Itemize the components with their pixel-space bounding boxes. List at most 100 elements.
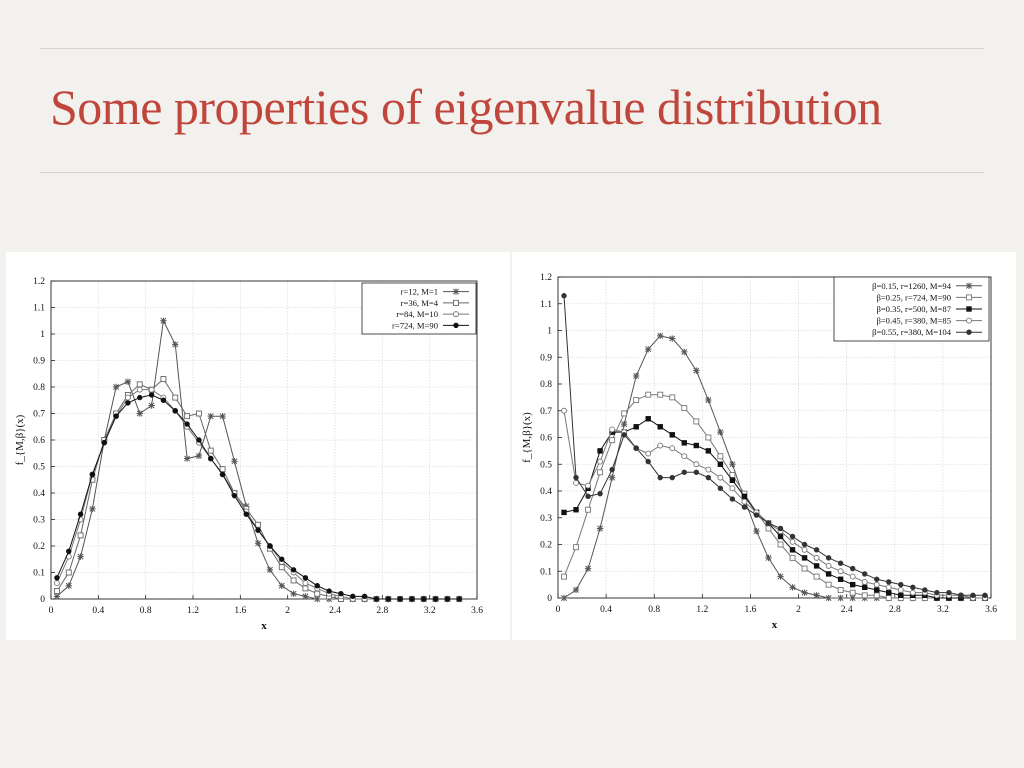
data-point	[837, 576, 844, 582]
data-point	[777, 541, 784, 548]
data-point	[338, 591, 344, 597]
x-tick-label: 3.6	[985, 605, 997, 615]
data-point	[729, 496, 736, 502]
data-point	[801, 541, 808, 548]
data-point	[290, 577, 297, 584]
x-tick-label: 1.2	[187, 606, 199, 616]
series-0	[560, 332, 989, 602]
data-point	[789, 547, 796, 553]
data-point	[669, 394, 676, 401]
legend-label: r=724, M=90	[392, 320, 438, 330]
data-point	[801, 565, 808, 572]
y-tick-label: 1.2	[33, 277, 45, 287]
data-point	[573, 544, 579, 551]
data-point	[219, 412, 226, 420]
legend-marker	[965, 282, 973, 289]
data-point	[825, 594, 832, 602]
x-tick-label: 2.4	[329, 606, 341, 616]
y-tick-label: 0.7	[33, 410, 45, 420]
data-point	[207, 412, 214, 420]
data-point	[255, 527, 261, 533]
y-tick-label: 0.6	[540, 434, 552, 444]
data-point	[421, 596, 427, 602]
x-tick-label: 2.8	[889, 605, 901, 615]
right-chart-panel: 0 0.4 0.8 1.2 1.6 2 2.4 2.8 3.2 3.6 0 0.1 0.2 0.3 0.4 0…	[512, 252, 1016, 640]
data-point	[561, 407, 567, 414]
data-point	[560, 594, 568, 602]
legend-marker	[453, 311, 459, 318]
data-point	[741, 493, 748, 500]
data-point	[898, 592, 904, 599]
data-point	[645, 450, 652, 457]
data-point	[717, 474, 724, 481]
data-point	[148, 392, 155, 398]
series-line	[563, 335, 985, 599]
data-point	[825, 581, 832, 588]
data-point	[633, 424, 639, 430]
legend-marker	[966, 306, 972, 312]
data-point	[573, 507, 579, 513]
legend-marker	[452, 288, 460, 295]
data-point	[160, 397, 167, 403]
data-point	[573, 474, 579, 481]
data-point	[885, 584, 892, 591]
data-point	[208, 455, 214, 462]
y-tick-label: 1.1	[33, 304, 45, 314]
x-tick-label: 0	[49, 606, 54, 616]
data-point	[608, 474, 616, 481]
data-point	[609, 437, 616, 444]
data-point	[693, 367, 700, 374]
data-point	[669, 432, 675, 438]
data-point	[813, 563, 820, 569]
data-point	[645, 416, 651, 422]
y-axis: 0 0.1 0.2 0.3 0.4 0.5 0.6 0.7 0.8 0.9 1 1.1 1.2	[540, 273, 562, 604]
data-point	[825, 562, 832, 569]
data-point	[267, 543, 273, 549]
data-point	[669, 335, 676, 342]
data-point	[385, 596, 391, 602]
data-point	[729, 485, 736, 492]
data-point	[160, 317, 167, 324]
y-tick-label: 0.8	[33, 383, 45, 393]
data-point	[53, 593, 61, 600]
y-tick-label: 0	[547, 594, 552, 604]
slide-title: Some properties of eigenvalue distributi…	[50, 79, 882, 135]
data-point	[254, 540, 262, 547]
data-point	[681, 348, 688, 356]
y-tick-label: 0.4	[540, 487, 552, 497]
data-point	[160, 376, 167, 383]
data-point	[597, 490, 603, 497]
data-point	[573, 480, 579, 486]
data-point	[148, 402, 155, 409]
data-point	[89, 505, 96, 513]
data-point	[621, 410, 628, 417]
data-point	[825, 555, 832, 561]
y-tick-label: 0.4	[33, 489, 45, 499]
data-point	[717, 461, 724, 467]
data-point	[982, 592, 988, 599]
data-point	[873, 592, 880, 599]
left-chart: 0 0.4 0.8 1.2 1.6 2 2.4 2.8 3.2 3.600.10.20.30.40…	[14, 277, 483, 632]
data-point	[849, 594, 856, 602]
data-point	[909, 589, 916, 596]
data-point	[789, 554, 796, 561]
data-point	[53, 580, 60, 587]
data-point	[753, 512, 760, 518]
data-point	[789, 538, 796, 545]
data-point	[729, 461, 736, 468]
y-tick-label: 0.1	[540, 567, 552, 577]
y-tick-label: 0.1	[33, 569, 45, 579]
series-line	[563, 410, 985, 599]
data-point	[837, 560, 844, 566]
data-point	[302, 593, 309, 600]
data-point	[753, 527, 760, 535]
data-point	[873, 581, 880, 588]
data-point	[717, 453, 724, 460]
data-point	[633, 445, 639, 451]
data-point	[596, 525, 604, 532]
data-point	[729, 471, 736, 478]
legend-label: β=0.45, r=380, M=85	[876, 316, 951, 326]
data-point	[801, 555, 808, 561]
data-point	[195, 410, 202, 417]
x-tick-label: 1.6	[234, 606, 246, 616]
